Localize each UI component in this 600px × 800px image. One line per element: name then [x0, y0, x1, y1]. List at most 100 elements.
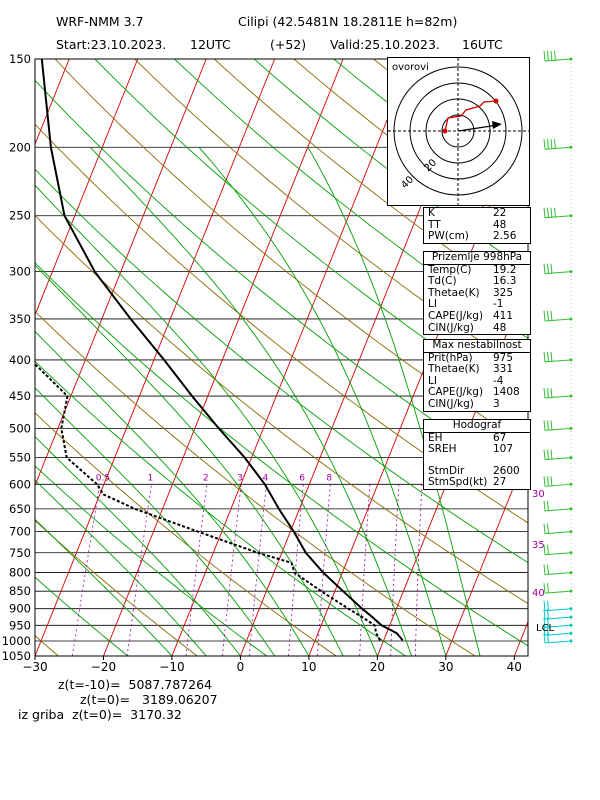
instability-row: Prit(hPa) 975 [428, 351, 514, 364]
wind-barb-dot [569, 426, 573, 430]
wind-barb-flag [547, 544, 549, 555]
wind-barb-flag [543, 617, 546, 628]
dry-adiabat [35, 576, 129, 656]
theta-label: 40 [532, 588, 545, 599]
wind-barb-shaft [544, 427, 572, 431]
wind-barb-flag [547, 476, 549, 487]
dewpoint-profile [35, 362, 382, 641]
wind-barb [543, 310, 573, 322]
wind-barb-flag [547, 617, 549, 628]
theta-label: 35 [532, 540, 545, 551]
wind-barb-flag [547, 600, 549, 611]
wind-barb [543, 625, 573, 636]
wind-barb-shaft [544, 395, 572, 399]
wind-barb [543, 263, 573, 275]
wind-barb-flag [543, 500, 546, 511]
wind-barb-flag [543, 476, 546, 487]
temperature-tick-label: 30 [438, 660, 453, 674]
valid-time: 16UTC [462, 37, 503, 52]
pressure-tick-label: 900 [9, 602, 31, 616]
wind-barb-flag [547, 500, 549, 511]
instability-row: Thetae(K) 331 [428, 363, 514, 376]
wind-barb-flag [550, 388, 553, 399]
footer-z-zero: z(t=0)= 3189.06207 [80, 692, 218, 707]
wind-barb-dot [569, 607, 573, 611]
wind-barb [543, 351, 573, 363]
wind-barb-shaft [544, 552, 572, 556]
dry-adiabat [35, 262, 528, 647]
wind-barb-dot [569, 639, 573, 643]
valid-date: Valid:25.10.2023. [330, 37, 440, 52]
wind-barb-flag [550, 50, 553, 62]
wind-barb-flag [547, 351, 549, 362]
surface-row: Td(C) 16.3 [428, 275, 517, 288]
moist-adiabat [307, 147, 481, 656]
temperature-tick-label: 0 [237, 660, 245, 674]
surface-row: LI -1 [428, 298, 504, 311]
wind-barb-flag [554, 139, 556, 150]
wind-barb [543, 544, 573, 556]
dry-adiabat [134, 59, 528, 375]
wind-barb-flag [543, 600, 546, 611]
wind-barb-flag [547, 523, 549, 534]
wind-barb-flag [547, 50, 549, 62]
wind-barb-flag [543, 583, 546, 594]
wind-barb-shaft [544, 359, 572, 363]
mixing-ratio-line [72, 484, 101, 656]
instability-row: CAPE(J/kg) 1408 [428, 386, 520, 399]
wind-barb-shaft [544, 508, 572, 512]
pressure-tick-label: 150 [9, 52, 31, 66]
wind-barb-dot [569, 456, 573, 460]
wind-barb-flag [550, 207, 553, 218]
wind-barb-flag [543, 263, 546, 274]
hodograph-inset: ovorovi 20 40 [387, 57, 530, 206]
max-instability-panel: Max nestabilnost Prit(hPa) 975 Thetae(K) 3… [423, 339, 531, 412]
mixing-ratio-line [126, 484, 152, 656]
wind-barb [543, 583, 573, 594]
wind-barb-shaft [544, 457, 572, 461]
mixing-ratio-label: 0.5 [96, 473, 110, 483]
isotherm [35, 59, 139, 317]
wind-barb [543, 564, 573, 576]
instability-row: LI -4 [428, 374, 504, 387]
station-title: Cilipi (42.5481N 18.2811E h=82m) [238, 14, 458, 29]
wind-barb-dot [569, 623, 573, 627]
isotherm [0, 59, 1, 656]
dry-adiabat [35, 168, 528, 564]
wind-barb-flag [543, 388, 546, 399]
wind-barb [543, 600, 573, 612]
wind-barb-flag [543, 50, 546, 62]
surface-row: Thetae(K) 325 [428, 286, 514, 299]
wind-barb-shaft [544, 215, 572, 219]
dry-adiabat [35, 79, 528, 485]
dry-adiabat [35, 214, 528, 605]
pressure-tick-label: 250 [9, 209, 31, 223]
theta-label: 30 [532, 489, 545, 500]
pressure-tick-label: 550 [9, 451, 31, 465]
mixing-ratio-line [390, 484, 400, 656]
wind-barb-dot [569, 317, 573, 321]
moist-adiabat [198, 147, 447, 656]
wind-barb [543, 632, 573, 644]
wind-barb-shaft [544, 146, 572, 150]
wind-barb-shaft [544, 318, 572, 322]
pressure-tick-label: 800 [9, 566, 31, 580]
wind-barb-shaft [544, 640, 572, 644]
pressure-tick-label: 950 [9, 618, 31, 632]
wind-barb-flag [547, 449, 549, 460]
wind-barb-flag [547, 420, 549, 431]
wind-barb-flag [543, 207, 546, 218]
wind-barb [543, 388, 573, 399]
hodograph-row: EH 67 [428, 431, 507, 444]
pressure-tick-label: 600 [9, 477, 31, 491]
wind-barb-flag [547, 207, 549, 218]
surface-row: Temp(C) 19.2 [428, 263, 517, 276]
dry-adiabat [35, 520, 198, 656]
surface-title: Prizemlje 998hPa [424, 251, 530, 265]
surface-row: CIN(J/kg) 48 [428, 321, 507, 334]
dry-adiabat [35, 465, 267, 656]
wind-barb-flag [554, 50, 556, 62]
wind-barb-flag [547, 388, 549, 399]
moist-adiabat [35, 330, 310, 656]
wind-barb-flag [547, 564, 549, 575]
